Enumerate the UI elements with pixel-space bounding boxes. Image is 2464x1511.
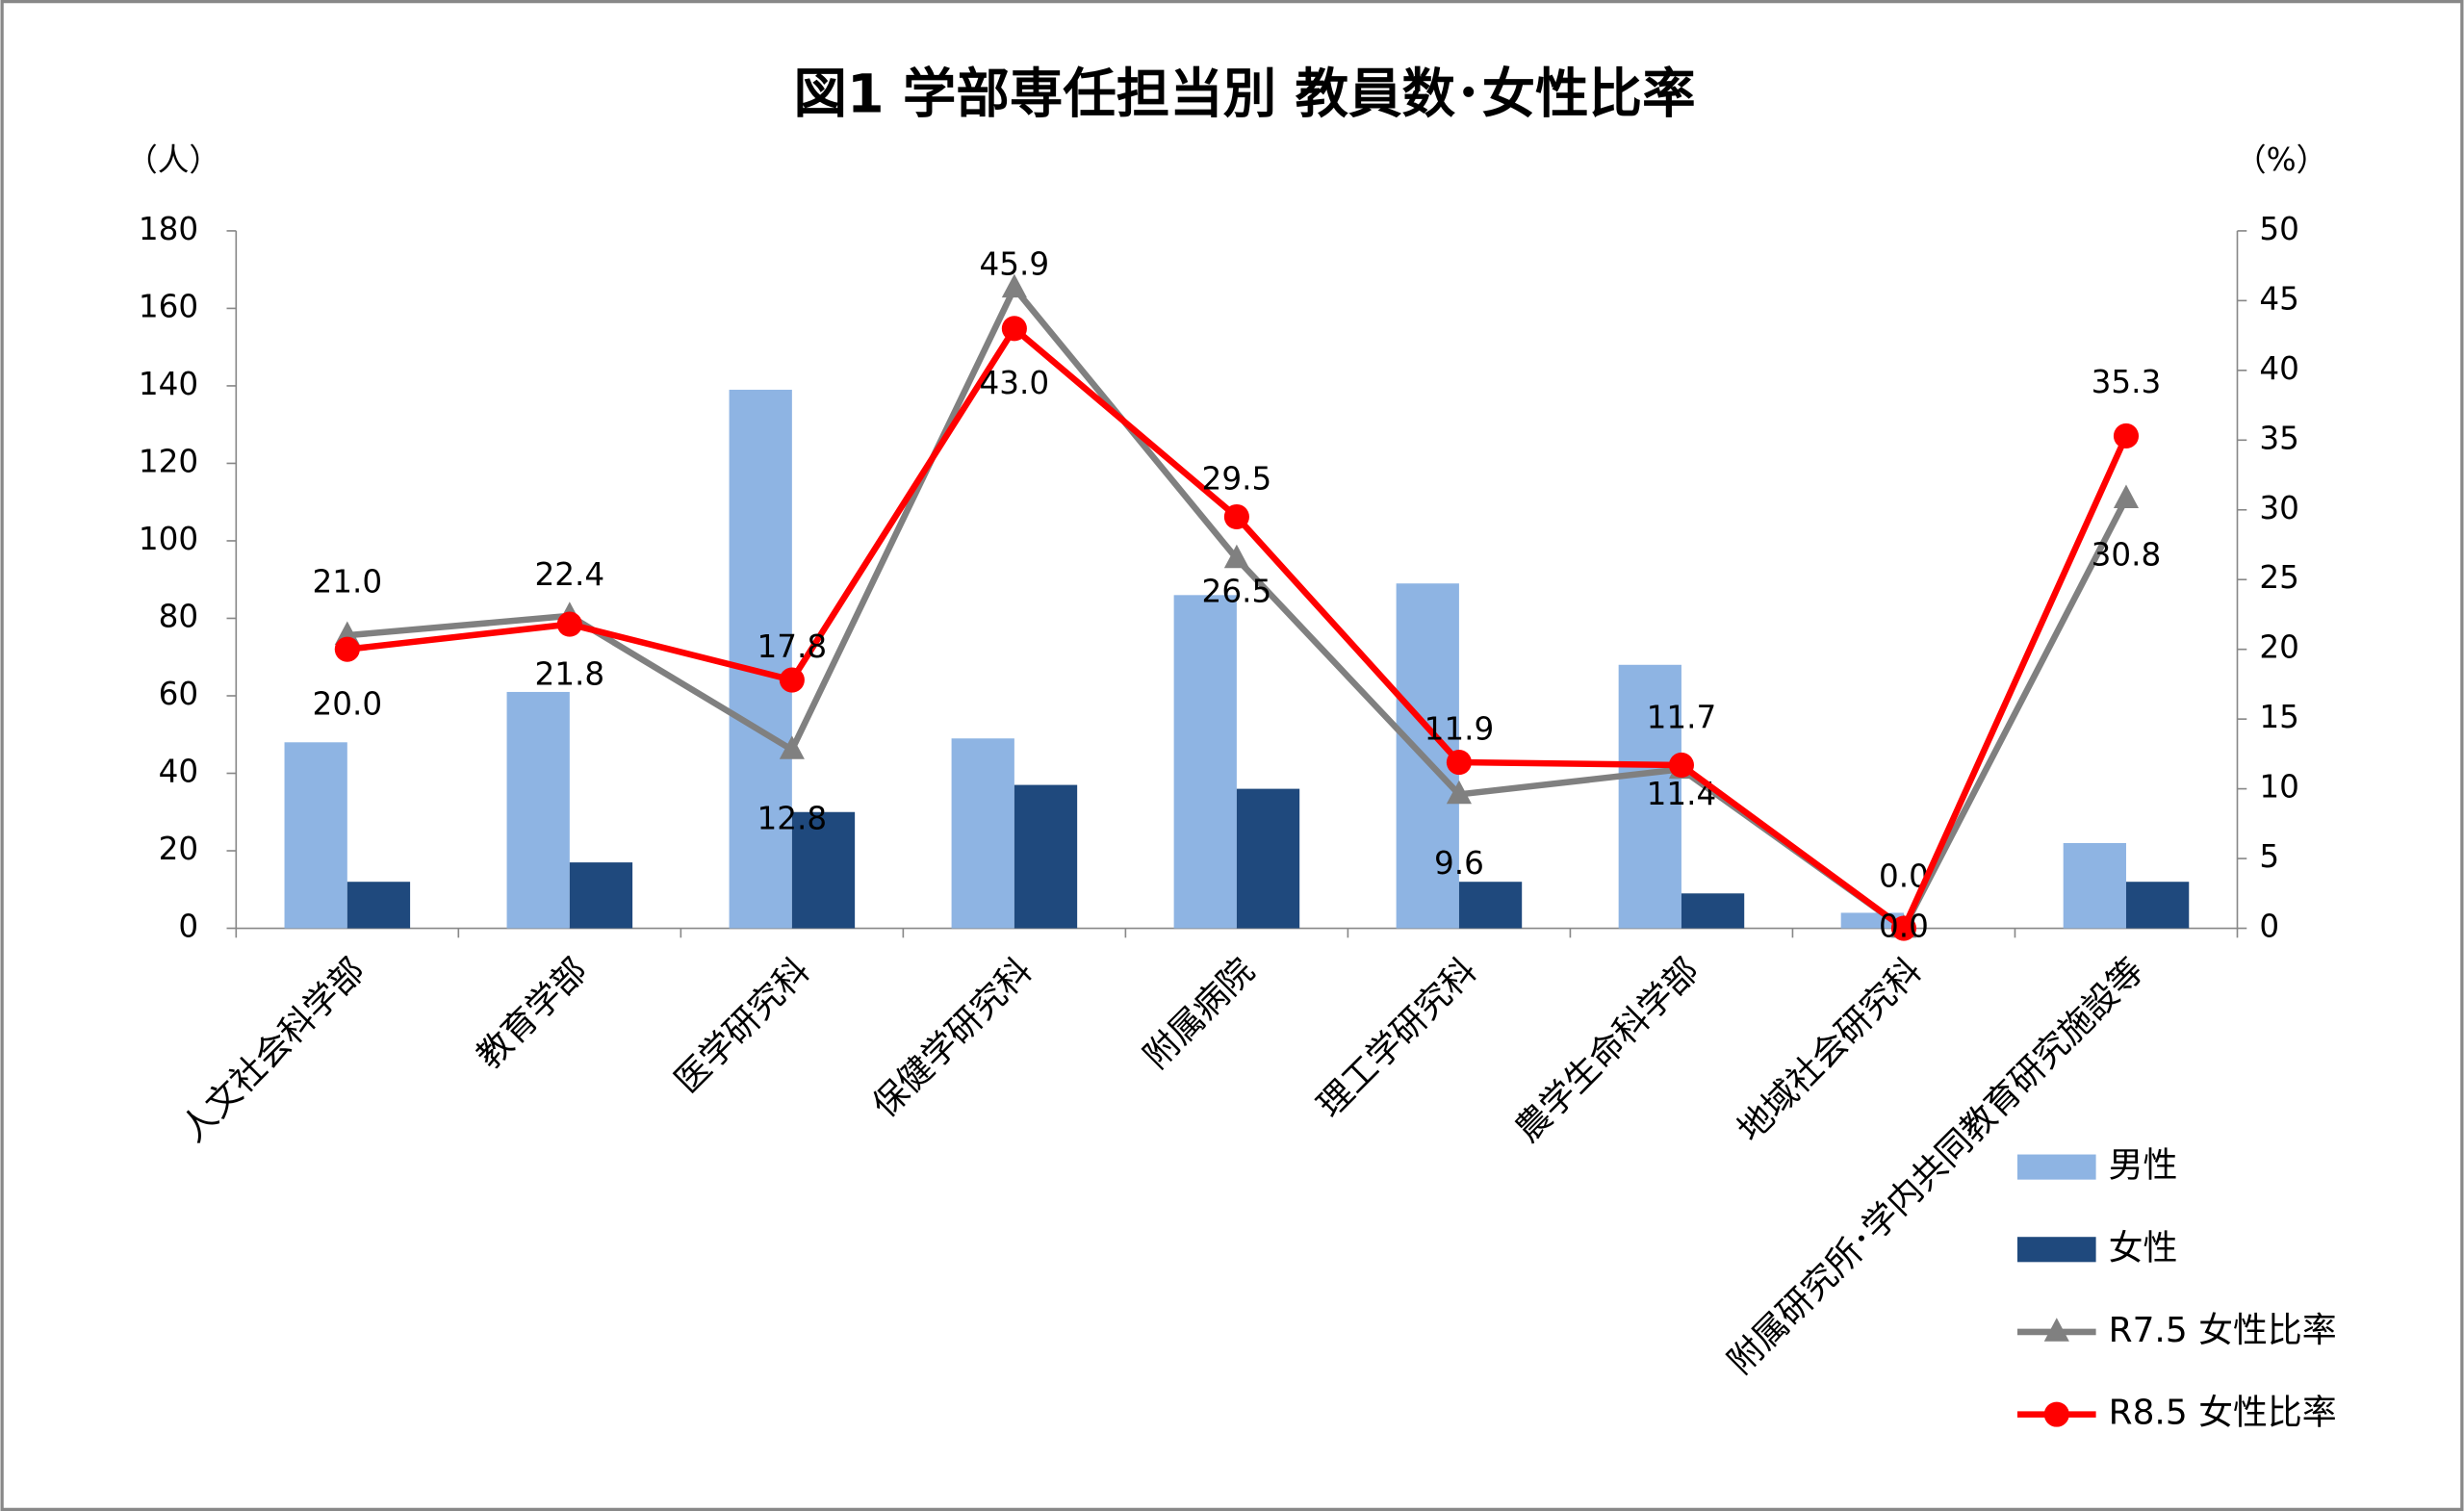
data-label: 0.0 [1879, 909, 1929, 945]
y-tick-label: 20 [159, 831, 199, 867]
data-label: 26.5 [1202, 573, 1272, 609]
bar [1014, 784, 1078, 929]
marker [779, 667, 805, 693]
legend-swatch [2017, 1237, 2096, 1263]
data-label: 35.3 [2092, 364, 2162, 400]
y-tick-label: 120 [139, 443, 198, 479]
bar [1681, 893, 1745, 929]
marker [1001, 316, 1027, 342]
data-label: 45.9 [980, 245, 1050, 282]
y-tick-label: 140 [139, 366, 198, 402]
marker [1223, 503, 1249, 530]
bar [2125, 882, 2190, 929]
y2-tick-label: 5 [2259, 838, 2279, 875]
y-tick-label: 100 [139, 521, 198, 557]
bar [346, 882, 411, 929]
marker [1223, 544, 1249, 569]
marker [2113, 423, 2140, 448]
data-label: 9.6 [1434, 845, 1484, 882]
bar [1173, 595, 1237, 929]
y2-tick-label: 45 [2259, 280, 2299, 317]
y-tick-label: 40 [159, 753, 199, 789]
bar [1236, 788, 1300, 929]
y2-tick-label: 10 [2259, 769, 2299, 806]
y2-tick-label: 40 [2259, 350, 2299, 387]
y2-tick-label: 30 [2259, 490, 2299, 526]
marker [334, 636, 360, 662]
bar [951, 738, 1014, 929]
legend-swatch [2017, 1154, 2096, 1180]
data-label: 43.0 [980, 365, 1050, 401]
y2-axis-label: （%） [2235, 141, 2327, 178]
bar [2063, 842, 2126, 929]
data-label: 11.9 [1424, 710, 1495, 747]
data-label: 11.7 [1647, 700, 1717, 736]
bar [506, 691, 570, 929]
marker [1890, 915, 1917, 941]
y-tick-label: 60 [159, 676, 199, 712]
y-tick-label: 0 [178, 909, 198, 945]
bar [791, 811, 856, 929]
y2-tick-label: 0 [2259, 909, 2279, 945]
y2-tick-label: 15 [2259, 699, 2299, 735]
legend-marker [2043, 1401, 2069, 1427]
marker [556, 611, 582, 637]
y-axis-label: （人） [126, 141, 220, 178]
data-label: 12.8 [757, 800, 828, 836]
bar [729, 389, 792, 929]
marker [1446, 750, 1472, 776]
legend-label: R7.5 女性比率 [2109, 1311, 2337, 1350]
data-label: 29.5 [1202, 460, 1272, 497]
marker [1668, 752, 1694, 779]
bar [1458, 882, 1523, 929]
y-tick-label: 80 [159, 598, 199, 634]
legend-label: R8.5 女性比率 [2109, 1394, 2337, 1433]
y2-tick-label: 20 [2259, 629, 2299, 666]
data-label: 30.8 [2092, 537, 2162, 574]
marker [779, 735, 805, 759]
marker [1446, 780, 1472, 805]
legend-label: 女性 [2109, 1228, 2178, 1268]
y2-tick-label: 25 [2259, 559, 2299, 596]
y-tick-label: 160 [139, 288, 198, 324]
data-label: 22.4 [535, 556, 605, 593]
data-label: 21.8 [535, 655, 605, 692]
bar [569, 862, 633, 929]
bar [1618, 664, 1681, 929]
data-label: 17.8 [757, 628, 828, 665]
marker [2113, 484, 2140, 508]
legend-label: 男性 [2109, 1146, 2178, 1186]
marker [1001, 273, 1027, 298]
legend-marker [2043, 1318, 2069, 1342]
data-label: 20.0 [312, 685, 382, 722]
chart-title: 図1 学部専任担当別 教員数･女性比率 [794, 64, 1696, 125]
y2-tick-label: 50 [2259, 211, 2299, 247]
data-label: 21.0 [312, 563, 382, 600]
bar [284, 742, 347, 929]
y-tick-label: 180 [139, 211, 198, 247]
y2-tick-label: 35 [2259, 420, 2299, 456]
